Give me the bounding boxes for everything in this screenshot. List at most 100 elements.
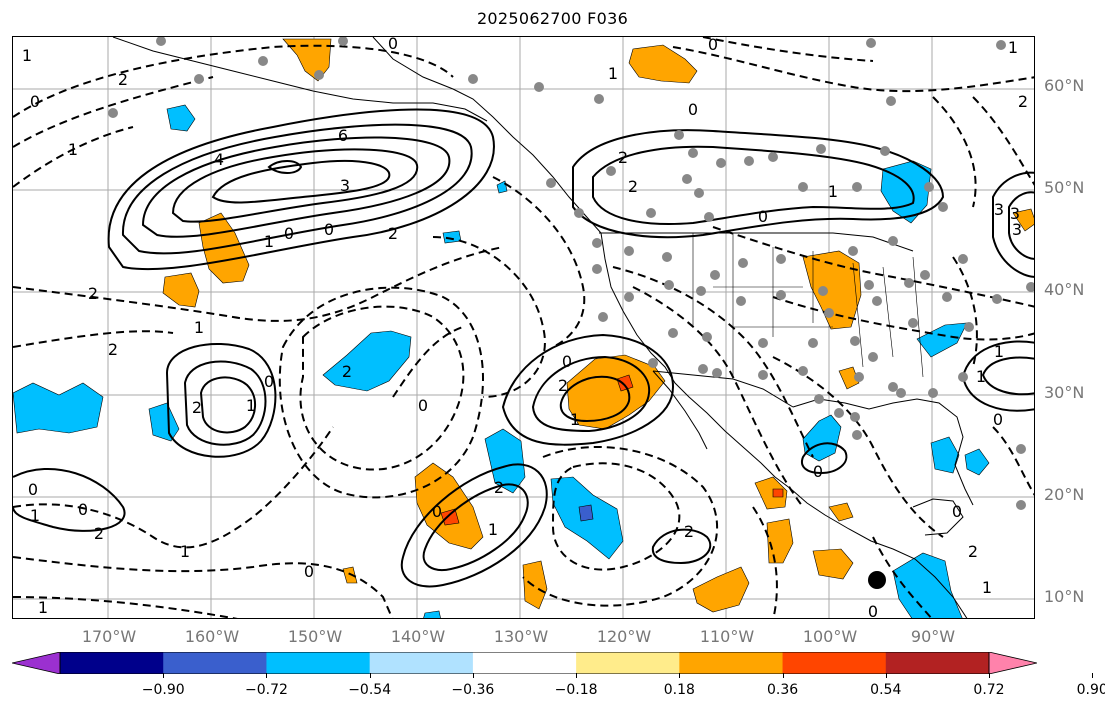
contour-label: 0 — [952, 502, 962, 521]
station-dot — [592, 264, 602, 274]
solid-contour — [400, 463, 548, 588]
station-dot — [798, 182, 808, 192]
station-dot — [744, 156, 754, 166]
dashed-contour — [702, 37, 874, 62]
colorbar-segment — [266, 652, 371, 674]
dashed-contour — [712, 226, 1034, 308]
contour-label: 1 — [976, 367, 986, 386]
dashed-contour — [13, 246, 504, 322]
station-dot — [736, 296, 746, 306]
station-dot — [194, 74, 204, 84]
shade-orange — [828, 502, 854, 522]
station-dot — [818, 286, 828, 296]
dashed-contour — [672, 46, 1034, 93]
chart-title: 2025062700 F036 — [476, 9, 629, 28]
station-dot — [156, 37, 166, 46]
colorbar-tick-mark — [885, 673, 887, 678]
solid-contour — [1008, 191, 1034, 260]
dashed-contour — [13, 330, 174, 348]
dashed-contour — [492, 176, 586, 348]
station-dot — [938, 202, 948, 212]
colorbar-tick-label: 0.18 — [663, 682, 695, 698]
contour-label: 0 — [284, 224, 294, 243]
solid-contour — [199, 376, 256, 434]
station-dot — [1026, 282, 1034, 292]
shade-blue — [964, 448, 990, 476]
station-dot — [598, 312, 608, 322]
station-dot — [798, 366, 808, 376]
contour-label: 2 — [684, 522, 694, 541]
dashed-contour — [612, 266, 814, 458]
alaska-coast — [112, 37, 488, 122]
contour-label: 2 — [388, 224, 398, 243]
contour-label: 0 — [708, 37, 718, 54]
contour-label: 1 — [180, 542, 190, 561]
colorbar-segment — [163, 652, 267, 674]
contour-label: 0 — [30, 92, 40, 111]
colorbar-tick-mark — [369, 673, 371, 678]
station-dot — [848, 246, 858, 256]
solid-contour — [165, 342, 277, 458]
station-dot — [868, 352, 878, 362]
shade-orange — [812, 548, 854, 580]
lon-label-130w: 130°W — [493, 627, 549, 646]
station-markers — [108, 37, 1034, 510]
solid-contour — [559, 375, 631, 423]
lat-label-10n: 10°N — [1044, 587, 1085, 606]
station-dot — [1016, 444, 1026, 454]
solid-contour — [992, 171, 1034, 278]
station-dot — [888, 236, 898, 246]
colorbar-tick-label: −0.72 — [244, 682, 288, 698]
contour-label: 2 — [108, 340, 118, 359]
dashed-contour — [522, 446, 719, 607]
solid-contour — [572, 129, 945, 239]
colorbar-tick-mark — [472, 673, 474, 678]
solid-contour — [651, 528, 712, 565]
dashed-contour — [13, 426, 334, 549]
contour-lines — [13, 108, 1034, 588]
dashed-contour — [772, 296, 1034, 341]
station-dot — [704, 212, 714, 222]
shade-orange — [692, 566, 750, 613]
shade-blue — [442, 230, 462, 244]
contour-label: 0 — [388, 37, 398, 53]
station-dot — [964, 322, 974, 332]
contour-label: 0 — [688, 100, 698, 119]
colorbar-tick-label: −0.18 — [554, 682, 598, 698]
shade-darkblue — [578, 504, 594, 522]
station-dot — [664, 280, 674, 290]
station-dot — [698, 364, 708, 374]
station-dot — [710, 270, 720, 280]
storm-center-marker — [868, 571, 886, 589]
graticule — [13, 37, 1034, 618]
station-dot — [258, 56, 268, 66]
dashed-contour — [278, 286, 484, 499]
station-dot — [872, 296, 882, 306]
contour-label: 6 — [338, 126, 348, 145]
station-dot — [574, 208, 584, 218]
station-dot — [682, 174, 692, 184]
contour-label: 0 — [868, 602, 878, 619]
station-dot — [768, 152, 778, 162]
shade-blue — [916, 322, 968, 358]
colorbar-tick-label: −0.36 — [451, 682, 495, 698]
contour-label: 2 — [1018, 92, 1028, 111]
solid-contour — [171, 148, 419, 223]
contour-label: 2 — [968, 542, 978, 561]
station-dot — [776, 290, 786, 300]
shade-blue — [322, 330, 412, 392]
lon-label-150w: 150°W — [287, 627, 343, 646]
shade-orange — [802, 250, 862, 330]
station-dot — [908, 318, 918, 328]
contour-label: 1 — [68, 140, 78, 159]
dashed-contour — [972, 96, 1034, 186]
station-dot — [776, 254, 786, 264]
colorbar-extend-low — [12, 652, 61, 674]
contour-label: 1 — [608, 64, 618, 83]
station-dot — [824, 308, 834, 318]
contour-label: 1 — [38, 598, 48, 617]
station-dot — [624, 246, 634, 256]
station-dot — [888, 382, 898, 392]
